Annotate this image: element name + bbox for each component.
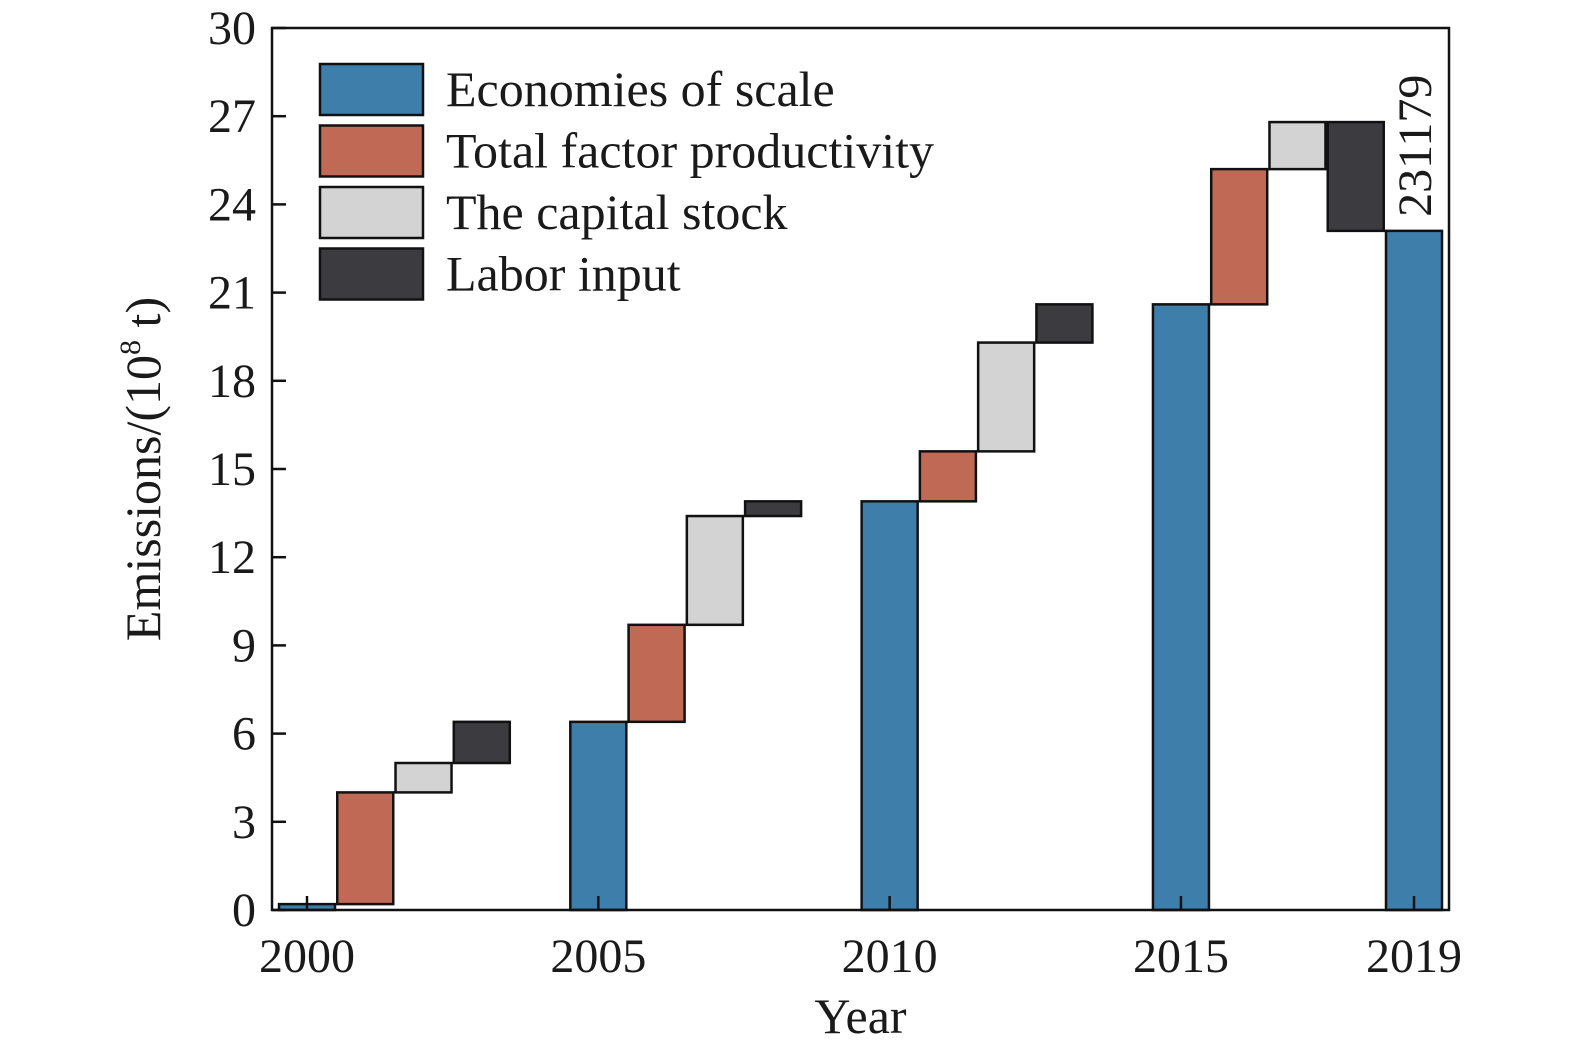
bar-2008-labor-input xyxy=(743,500,803,518)
y-tick-label: 30 xyxy=(208,2,256,55)
legend-swatch xyxy=(318,185,425,240)
legend-item-economies-of-scale: Economies of scale xyxy=(318,61,835,117)
annotation-label: 231179 xyxy=(1389,75,1442,217)
y-axis-title: Emissions/(108 t) xyxy=(114,297,171,641)
legend-label: Labor input xyxy=(446,246,681,302)
bar-2012-the-capital-stock xyxy=(976,341,1036,453)
bar-2019-economies-of-scale xyxy=(1384,229,1444,912)
x-tick-label: 2019 xyxy=(1366,930,1462,983)
legend-swatch xyxy=(318,124,425,178)
bar-2010-economies-of-scale xyxy=(860,500,919,912)
bar-2017-the-capital-stock xyxy=(1268,120,1327,171)
y-axis-title-tail: t) xyxy=(115,297,171,340)
bar-2013-labor-input xyxy=(1035,303,1094,344)
x-tick-label: 2015 xyxy=(1133,930,1229,983)
bar-2005-economies-of-scale xyxy=(569,720,628,912)
bar-2016-total-factor-productivity xyxy=(1209,167,1269,306)
legend-item-total-factor-productivity: Total factor productivity xyxy=(318,123,934,179)
y-tick-label: 12 xyxy=(208,531,256,584)
ticks-layer: 0 3 6 9 12 15 18 21 24 27 30 2000 2005 2010 2015 2019 xyxy=(208,2,1462,983)
bar-2002-the-capital-stock xyxy=(394,761,453,794)
legend-label: Total factor productivity xyxy=(446,123,934,179)
legend-swatch xyxy=(318,247,425,301)
y-tick-label: 27 xyxy=(208,90,256,143)
bar-2001-total-factor-productivity xyxy=(336,791,395,906)
y-tick-label: 18 xyxy=(208,355,256,408)
bar-2007-the-capital-stock xyxy=(685,514,745,627)
x-tick-label: 2000 xyxy=(259,930,355,983)
bar-2015-economies-of-scale xyxy=(1151,303,1211,912)
bar-2006-total-factor-productivity xyxy=(627,623,686,724)
y-tick-label: 3 xyxy=(232,796,256,849)
y-tick-label: 15 xyxy=(208,443,256,496)
legend-label: The capital stock xyxy=(446,184,788,240)
y-tick-label: 6 xyxy=(232,708,256,761)
bars-layer xyxy=(277,120,1444,912)
annotations: 231179 xyxy=(1389,75,1442,217)
y-tick-label: 0 xyxy=(232,884,256,937)
y-tick-label: 9 xyxy=(232,619,256,672)
x-axis-title: Year xyxy=(814,988,906,1044)
legend-label: Economies of scale xyxy=(446,61,835,117)
legend-item-labor-input: Labor input xyxy=(318,246,681,302)
legend-item-the-capital-stock: The capital stock xyxy=(318,184,788,240)
bar-2011-total-factor-productivity xyxy=(918,450,978,503)
y-axis-title-main: Emissions/(10 xyxy=(115,355,171,641)
x-tick-label: 2005 xyxy=(550,930,646,983)
bar-2003-labor-input xyxy=(452,720,512,765)
y-tick-label: 21 xyxy=(208,267,256,320)
bar-2018-labor-input xyxy=(1326,120,1385,233)
legend: Economies of scale Total factor productiv… xyxy=(318,61,934,302)
y-axis-title-superscript: 8 xyxy=(114,340,147,355)
x-tick-label: 2010 xyxy=(842,930,938,983)
y-tick-label: 24 xyxy=(208,178,256,231)
legend-swatch xyxy=(318,62,425,117)
